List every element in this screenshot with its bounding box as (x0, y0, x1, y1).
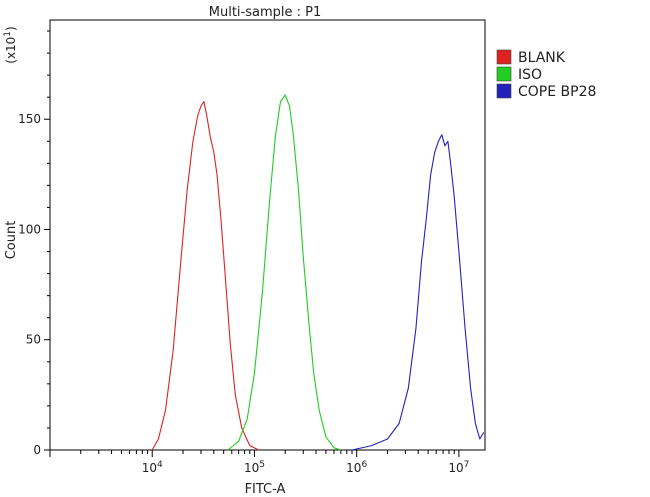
y-axis-label: Count (4, 221, 19, 260)
x-tick-label: 105 (244, 460, 265, 475)
series-line-cope-bp28 (351, 134, 485, 451)
legend-swatch (496, 49, 512, 65)
y-tick-label: 0 (33, 443, 41, 457)
legend-swatch (496, 83, 512, 99)
y-multiplier: (x101) (3, 26, 18, 63)
series-line-blank (151, 101, 259, 451)
series-line-iso (227, 94, 341, 451)
x-tick-label: 107 (448, 460, 469, 475)
y-multiplier-exponent: 1 (3, 31, 13, 37)
y-tick-label: 100 (18, 222, 41, 236)
y-tick-label: 50 (26, 333, 41, 347)
y-multiplier-suffix: ) (4, 26, 18, 31)
plot-frame (49, 19, 486, 451)
legend-label: ISO (518, 67, 542, 83)
x-axis-label: FITC-A (245, 482, 286, 497)
y-multiplier-prefix: (x10 (4, 37, 18, 64)
legend-label: COPE BP28 (518, 84, 596, 100)
chart-title: Multi-sample : P1 (209, 5, 322, 20)
legend-label: BLANK (518, 50, 566, 66)
x-tick-label: 104 (142, 460, 163, 475)
legend-swatch (496, 66, 512, 82)
svg-text:(x101): (x101) (3, 26, 18, 63)
x-tick-label: 106 (346, 460, 367, 475)
y-tick-label: 150 (18, 112, 41, 126)
plot-area: 0 50 100 150 104 105 106 107 (18, 19, 486, 475)
